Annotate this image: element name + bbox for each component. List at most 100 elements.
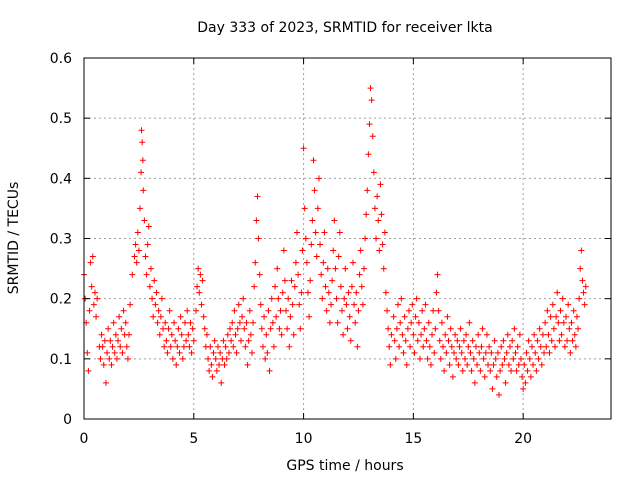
axis-ticks: 0 0.1 0.2 0.3 0.4 0.5 0.6 0 5 10 15 20 [50,51,611,447]
data-point [287,313,294,320]
data-point [481,373,488,380]
data-point [163,337,170,344]
data-point [447,325,454,332]
data-point [166,307,173,314]
data-point [323,307,330,314]
data-point [261,313,268,320]
data-point [497,367,504,374]
data-point [229,319,236,326]
data-point [560,319,567,326]
data-point [463,331,470,338]
data-point [263,331,270,338]
data-point [268,295,275,302]
data-point [414,337,421,344]
data-point [545,331,552,338]
data-point [354,343,361,350]
data-point [140,187,147,194]
data-point [122,319,129,326]
data-point [534,337,541,344]
data-point [552,343,559,350]
data-point [568,319,575,326]
data-point [290,331,297,338]
data-point [197,271,204,278]
y-tick-label: 0.6 [50,51,72,67]
data-point [169,355,176,362]
data-point [544,307,551,314]
data-point [188,349,195,356]
x-tick-label: 10 [295,431,313,447]
data-point [446,361,453,368]
data-point [531,331,538,338]
data-point [391,337,398,344]
data-point [84,349,91,356]
data-point [557,307,564,314]
data-point [201,325,208,332]
data-point [541,349,548,356]
data-point [537,343,544,350]
data-point [457,325,464,332]
data-point [555,319,562,326]
y-axis-label: SRMTID / TECUs [6,182,22,295]
data-point [256,271,263,278]
data-point [472,343,479,350]
data-point [337,283,344,290]
data-point [135,247,142,254]
data-point [488,349,495,356]
data-point [102,379,109,386]
data-point [564,337,571,344]
y-tick-label: 0.3 [50,232,72,248]
data-point [304,289,311,296]
data-point [123,343,130,350]
data-point [546,349,553,356]
data-point [301,205,308,212]
data-point [208,361,215,368]
data-point [570,307,577,314]
data-point [519,373,526,380]
data-point [364,187,371,194]
data-point [240,295,247,302]
data-point [490,361,497,368]
data-point [241,325,248,332]
data-point [434,271,441,278]
data-point [455,361,462,368]
data-point [464,361,471,368]
data-point [480,355,487,362]
data-point [460,337,467,344]
data-point [512,349,519,356]
data-point [547,313,554,320]
data-point [221,361,228,368]
data-point [328,301,335,308]
data-point [300,145,307,152]
data-point [409,301,416,308]
data-point [189,325,196,332]
data-point [179,355,186,362]
data-point [320,259,327,266]
data-point [523,349,530,356]
data-point [575,325,582,332]
data-point [483,331,490,338]
data-point [491,337,498,344]
data-point [288,277,295,284]
y-tick-label: 0.4 [50,171,72,187]
data-point [421,325,428,332]
data-point [198,301,205,308]
data-point [232,331,239,338]
y-tick-label: 0.2 [50,292,72,308]
data-point [115,337,122,344]
data-point [485,361,492,368]
data-point [333,295,340,302]
data-point [214,343,221,350]
data-point [286,343,293,350]
data-point [223,355,230,362]
data-point [272,283,279,290]
data-point [250,319,257,326]
data-point [438,319,445,326]
data-point [105,325,112,332]
data-point [133,259,140,266]
data-point [178,331,185,338]
data-point [324,265,331,272]
data-point [562,313,569,320]
data-point [355,307,362,314]
data-point [427,361,434,368]
